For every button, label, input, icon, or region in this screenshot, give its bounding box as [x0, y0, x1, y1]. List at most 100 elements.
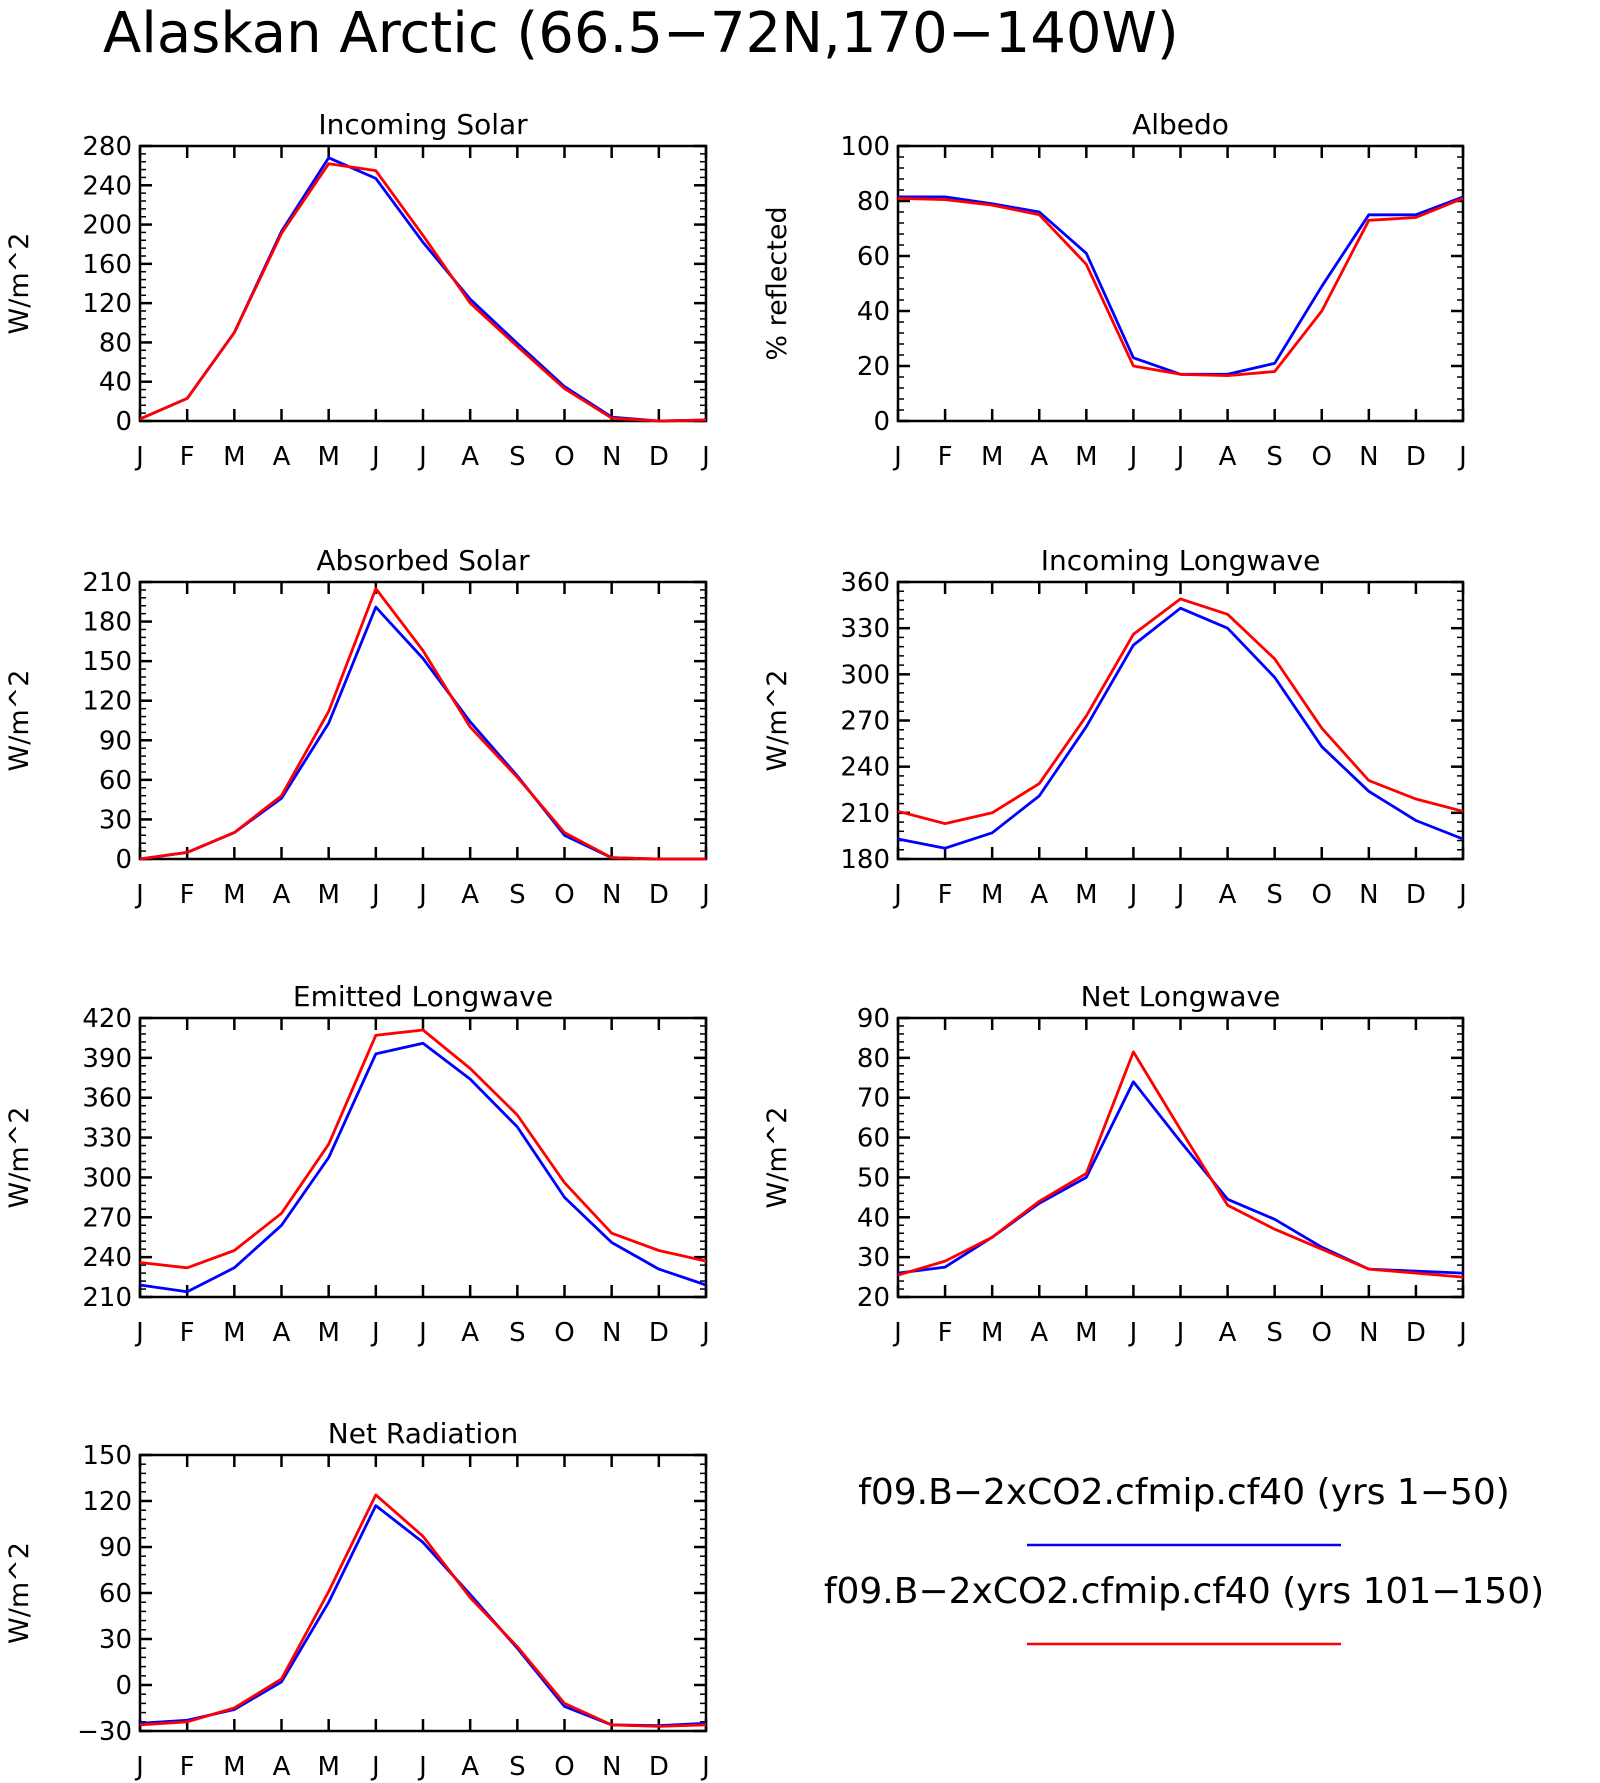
- x-tick-label: F: [180, 1752, 195, 1782]
- legend: f09.B−2xCO2.cfmip.cf40 (yrs 1−50) f09.B−…: [824, 1472, 1544, 1646]
- y-axis-label: W/m^2: [762, 670, 793, 772]
- x-tick-label: D: [1406, 880, 1426, 910]
- y-tick-label: 20: [857, 352, 890, 382]
- x-tick-label: J: [370, 880, 380, 910]
- x-tick-label: F: [180, 442, 195, 472]
- x-tick-label: A: [461, 1318, 479, 1348]
- series-line-1: [139, 162, 707, 423]
- y-tick-label: 360: [82, 1084, 132, 1114]
- x-tick-label: M: [1075, 442, 1097, 472]
- x-tick-label: N: [602, 1318, 621, 1348]
- legend-label-1: f09.B−2xCO2.cfmip.cf40 (yrs 101−150): [824, 1571, 1544, 1612]
- panel-title: Absorbed Solar: [316, 544, 530, 577]
- x-tick-label: J: [700, 1318, 710, 1348]
- y-tick-label: 20: [857, 1283, 890, 1313]
- x-tick-label: J: [892, 880, 902, 910]
- y-tick-label: 60: [99, 766, 132, 796]
- x-tick-label: M: [981, 1318, 1003, 1348]
- x-tick-label: F: [180, 880, 195, 910]
- series-line-0: [139, 156, 707, 423]
- panel-title: Net Radiation: [328, 1417, 518, 1450]
- x-tick-label: M: [223, 880, 245, 910]
- x-tick-label: N: [602, 880, 621, 910]
- y-axis-label: W/m^2: [762, 1107, 793, 1209]
- x-tick-label: D: [1406, 442, 1426, 472]
- x-tick-label: S: [509, 1752, 526, 1782]
- y-tick-label: 270: [840, 707, 890, 737]
- x-tick-label: D: [649, 1318, 669, 1348]
- y-tick-label: 210: [82, 568, 132, 598]
- x-tick-label: M: [317, 1318, 339, 1348]
- x-tick-label: J: [1128, 442, 1138, 472]
- x-tick-label: A: [1219, 1318, 1237, 1348]
- x-tick-label: S: [1266, 442, 1283, 472]
- x-tick-label: N: [602, 1752, 621, 1782]
- x-tick-label: J: [892, 1318, 902, 1348]
- y-tick-label: 0: [115, 1671, 132, 1701]
- x-tick-label: S: [1266, 1318, 1283, 1348]
- x-tick-label: O: [1312, 880, 1332, 910]
- y-tick-label: 0: [115, 845, 132, 875]
- y-axis-label: W/m^2: [4, 1542, 35, 1644]
- y-tick-label: 240: [82, 1243, 132, 1273]
- x-tick-label: J: [1128, 1318, 1138, 1348]
- y-tick-label: 30: [99, 805, 132, 835]
- x-tick-label: A: [461, 442, 479, 472]
- x-tick-label: A: [1030, 880, 1048, 910]
- y-tick-label: 50: [857, 1163, 890, 1193]
- x-tick-label: N: [1359, 880, 1378, 910]
- x-tick-label: D: [649, 880, 669, 910]
- y-tick-label: 40: [857, 297, 890, 327]
- y-tick-label: 40: [99, 368, 132, 398]
- x-tick-label: A: [1219, 442, 1237, 472]
- y-tick-label: 420: [82, 1004, 132, 1034]
- x-tick-label: J: [417, 442, 427, 472]
- x-tick-label: M: [223, 442, 245, 472]
- x-tick-label: A: [273, 880, 291, 910]
- series-line-0: [897, 606, 1464, 850]
- x-tick-label: O: [554, 880, 574, 910]
- x-tick-label: J: [1457, 1318, 1467, 1348]
- series-line-1: [139, 587, 706, 861]
- series-line-1: [139, 1493, 707, 1728]
- y-axis-label: W/m^2: [4, 670, 35, 772]
- figure-title: Alaskan Arctic (66.5−72N,170−140W): [103, 1, 1179, 66]
- y-tick-label: 0: [115, 407, 132, 437]
- y-tick-label: 80: [857, 1044, 890, 1074]
- plot-frame: [896, 144, 1465, 423]
- y-tick-label: 60: [857, 242, 890, 272]
- x-tick-label: J: [134, 442, 144, 472]
- plot-frame: [138, 580, 708, 861]
- y-tick-label: 360: [840, 568, 890, 598]
- panel-title: Emitted Longwave: [293, 980, 553, 1013]
- x-tick-label: D: [1406, 1318, 1426, 1348]
- x-tick-label: A: [273, 1318, 291, 1348]
- y-tick-label: 390: [82, 1044, 132, 1074]
- x-tick-label: S: [509, 442, 526, 472]
- y-tick-label: 160: [82, 250, 132, 280]
- y-tick-label: 120: [82, 687, 132, 717]
- y-tick-label: 210: [82, 1283, 132, 1313]
- y-tick-label: −30: [77, 1717, 132, 1747]
- y-tick-label: 330: [840, 614, 890, 644]
- x-tick-label: O: [554, 1318, 574, 1348]
- x-tick-label: F: [938, 880, 953, 910]
- series-line-1: [897, 1050, 1464, 1279]
- x-tick-label: J: [1175, 442, 1185, 472]
- y-tick-label: 150: [82, 647, 132, 677]
- y-tick-label: 280: [82, 132, 132, 162]
- x-tick-label: M: [317, 880, 339, 910]
- y-axis-label: W/m^2: [4, 233, 35, 335]
- y-tick-label: 120: [82, 1487, 132, 1517]
- y-tick-label: 40: [857, 1203, 890, 1233]
- x-tick-label: M: [223, 1318, 245, 1348]
- x-tick-label: N: [602, 442, 621, 472]
- panel-title: Net Longwave: [1081, 980, 1281, 1013]
- x-tick-label: J: [700, 442, 710, 472]
- y-tick-label: 80: [857, 187, 890, 217]
